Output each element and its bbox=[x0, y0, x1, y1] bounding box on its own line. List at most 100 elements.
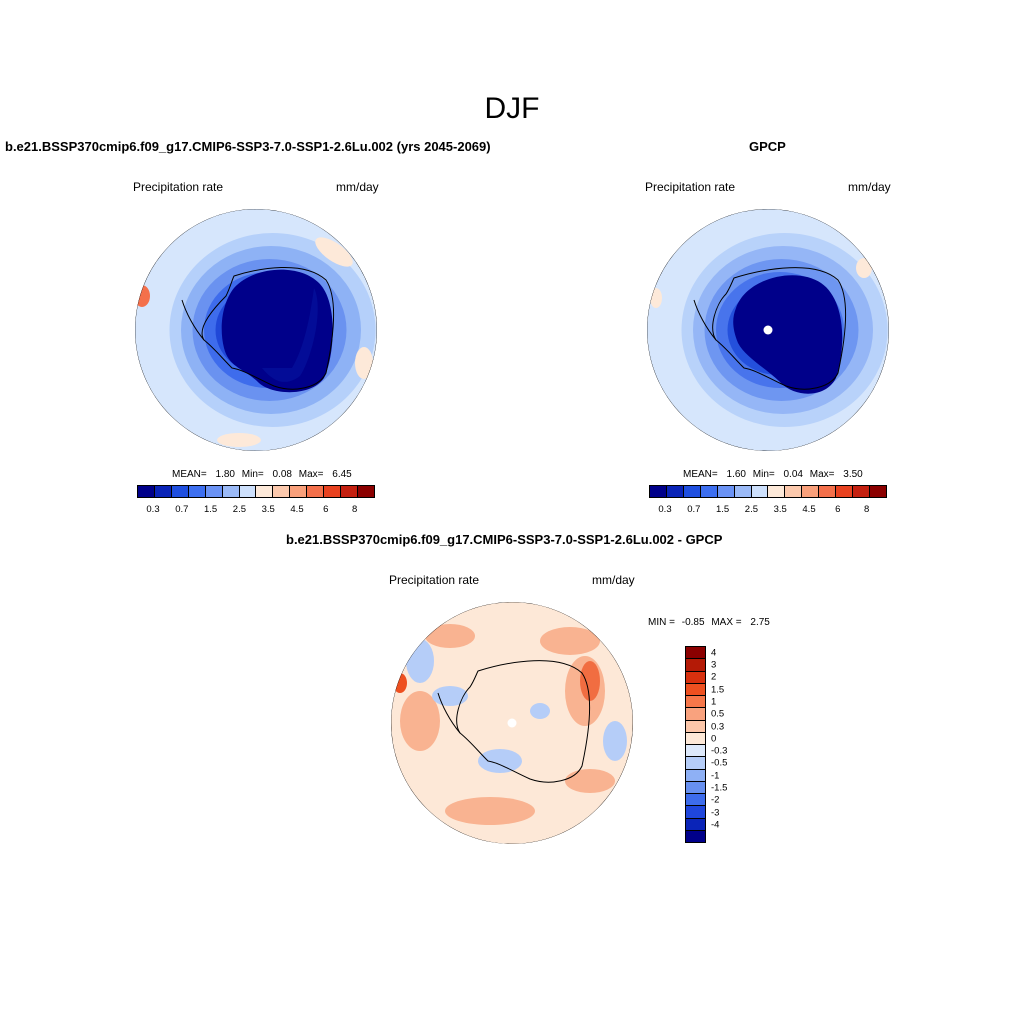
obs-stats: MEAN= 1.60 Min= 0.04 Max= 3.50 bbox=[683, 469, 863, 480]
colorbar-tick-label: 6 bbox=[323, 504, 329, 515]
colorbar-swatch bbox=[686, 708, 705, 721]
colorbar-swatch bbox=[171, 486, 189, 497]
diff-polar-map bbox=[391, 602, 633, 844]
colorbar-swatch bbox=[683, 486, 701, 497]
colorbar-tick-label: -3 bbox=[711, 807, 720, 819]
obs-max-label: Max= bbox=[809, 469, 835, 480]
colorbar-tick-label: -0.3 bbox=[711, 745, 728, 757]
colorbar-swatch bbox=[836, 486, 854, 497]
colorbar-tick-label: 1.5 bbox=[715, 504, 730, 515]
model-max-value: 6.45 bbox=[332, 469, 352, 480]
model-colorbar bbox=[137, 485, 375, 498]
colorbar-tick-label: 3.5 bbox=[773, 504, 787, 515]
model-units-label: mm/day bbox=[336, 180, 379, 194]
colorbar-swatch bbox=[686, 769, 705, 782]
positive-anomaly-region bbox=[425, 624, 475, 648]
colorbar-tick-label: 3.5 bbox=[261, 504, 275, 515]
figure-title: DJF bbox=[484, 92, 540, 125]
negative-anomaly-region bbox=[478, 749, 522, 773]
colorbar-tick-label: 0.3 bbox=[146, 504, 160, 515]
obs-colorbar bbox=[649, 485, 887, 498]
colorbar-swatch bbox=[273, 486, 291, 497]
colorbar-tick-label: 4 bbox=[711, 647, 717, 659]
colorbar-tick-label: 1 bbox=[711, 696, 717, 708]
negative-anomaly-region bbox=[603, 721, 627, 761]
colorbar-swatch bbox=[686, 671, 705, 684]
colorbar-swatch bbox=[290, 486, 308, 497]
model-min-value: 0.08 bbox=[272, 469, 292, 480]
colorbar-tick-label: 0 bbox=[711, 733, 717, 745]
diff-variable-label: Precipitation rate bbox=[389, 573, 480, 587]
colorbar-swatch bbox=[357, 486, 374, 497]
strong-positive-anomaly-region bbox=[393, 673, 407, 693]
negative-anomaly-region bbox=[530, 703, 550, 719]
colorbar-tick-label: -0.5 bbox=[711, 757, 728, 769]
diff-stats: MIN = -0.85 MAX = 2.75 bbox=[648, 617, 770, 628]
colorbar-swatch bbox=[686, 732, 705, 745]
colorbar-tick-label: -2 bbox=[711, 794, 720, 806]
colorbar-tick-label: 2.5 bbox=[744, 504, 758, 515]
colorbar-swatch bbox=[650, 486, 667, 497]
colorbar-tick-label: 0.7 bbox=[175, 504, 189, 515]
colorbar-swatch bbox=[768, 486, 786, 497]
obs-max-value: 3.50 bbox=[843, 469, 863, 480]
colorbar-swatch bbox=[869, 486, 886, 497]
diff-pole-marker bbox=[507, 718, 517, 728]
model-mean-label: MEAN= bbox=[172, 469, 207, 480]
colorbar-swatch bbox=[785, 486, 803, 497]
model-stats: MEAN= 1.80 Min= 0.08 Max= 6.45 bbox=[172, 469, 352, 480]
obs-panel-title: GPCP bbox=[749, 139, 786, 154]
colorbar-swatch bbox=[686, 647, 705, 660]
obs-min-label: Min= bbox=[752, 469, 775, 480]
colorbar-swatch bbox=[666, 486, 684, 497]
negative-anomaly-region bbox=[406, 639, 434, 683]
colorbar-tick-label: 8 bbox=[351, 504, 358, 515]
colorbar-tick-label: 2 bbox=[711, 671, 717, 683]
colorbar-swatch bbox=[154, 486, 172, 497]
negative-anomaly-region bbox=[432, 686, 468, 706]
colorbar-tick-label: 6 bbox=[835, 504, 841, 515]
obs-pole-marker bbox=[763, 325, 773, 335]
obs-variable-label: Precipitation rate bbox=[645, 180, 736, 194]
colorbar-tick-label: 0.3 bbox=[658, 504, 672, 515]
colorbar-swatch bbox=[341, 486, 358, 497]
colorbar-tick-label: -4 bbox=[711, 819, 720, 831]
colorbar-swatch bbox=[819, 486, 837, 497]
colorbar-swatch bbox=[686, 781, 705, 794]
colorbar-swatch bbox=[686, 806, 705, 819]
model-mean-value: 1.80 bbox=[215, 469, 235, 480]
positive-anomaly-region bbox=[565, 769, 615, 793]
colorbar-swatch bbox=[686, 683, 705, 696]
positive-anomaly-region bbox=[540, 627, 600, 655]
colorbar-swatch bbox=[307, 486, 325, 497]
diff-min-label: MIN = bbox=[648, 617, 675, 628]
positive-anomaly-region bbox=[400, 691, 440, 751]
colorbar-tick-label: -1.5 bbox=[711, 782, 728, 794]
colorbar-swatch bbox=[686, 830, 705, 842]
colorbar-tick-label: 1.5 bbox=[711, 684, 725, 696]
obs-mean-value: 1.60 bbox=[726, 469, 746, 480]
diff-units-label: mm/day bbox=[592, 573, 635, 587]
colorbar-swatch bbox=[734, 486, 752, 497]
colorbar-swatch bbox=[188, 486, 206, 497]
colorbar-swatch bbox=[717, 486, 735, 497]
colorbar-tick-label: 4.5 bbox=[290, 504, 304, 515]
colorbar-swatch bbox=[256, 486, 274, 497]
colorbar-swatch bbox=[686, 696, 705, 709]
diff-min-value: -0.85 bbox=[681, 617, 705, 628]
obs-polar-map bbox=[647, 209, 889, 451]
colorbar-tick-label: 2.5 bbox=[232, 504, 246, 515]
colorbar-swatch bbox=[686, 659, 705, 672]
colorbar-tick-label: 0.7 bbox=[687, 504, 701, 515]
model-variable-label: Precipitation rate bbox=[133, 180, 224, 194]
obs-mean-label: MEAN= bbox=[683, 469, 718, 480]
colorbar-swatch bbox=[686, 757, 705, 770]
positive-anomaly-region bbox=[445, 797, 535, 825]
diff-panel-title: b.e21.BSSP370cmip6.f09_g17.CMIP6-SSP3-7.… bbox=[286, 532, 723, 547]
obs-units-label: mm/day bbox=[848, 180, 891, 194]
model-min-label: Min= bbox=[241, 469, 264, 480]
colorbar-tick-label: 3 bbox=[711, 659, 717, 671]
colorbar-swatch bbox=[138, 486, 155, 497]
colorbar-swatch bbox=[686, 745, 705, 758]
